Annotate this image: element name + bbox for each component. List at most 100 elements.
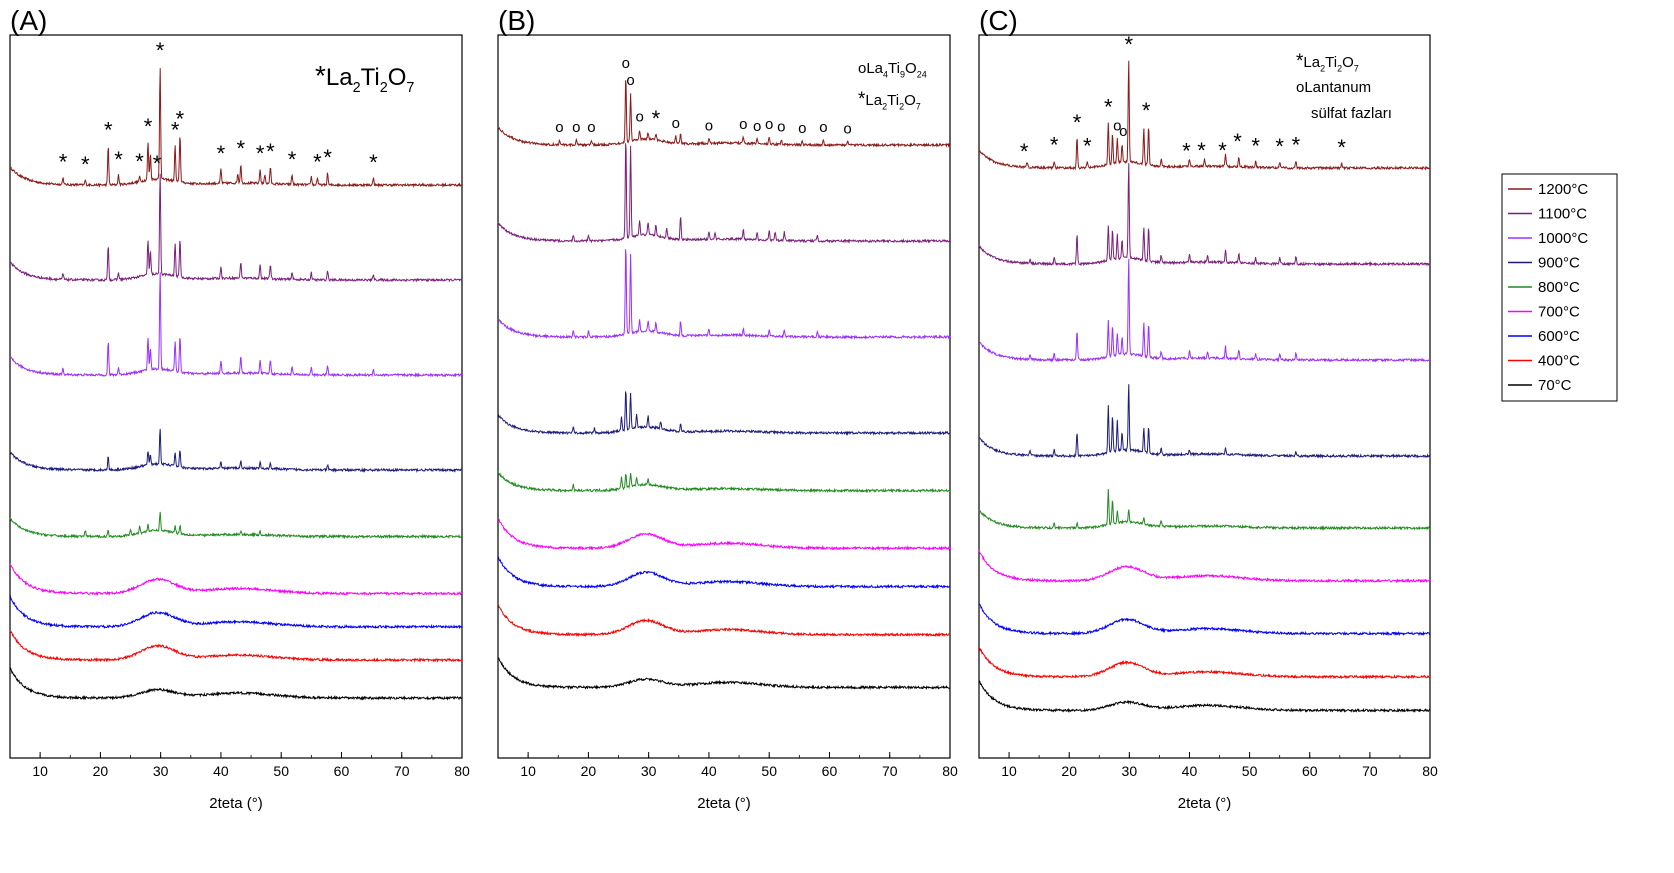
x-tick-label: 20 — [581, 763, 597, 779]
peak-marker: * — [369, 150, 378, 175]
peak-marker: o — [753, 118, 761, 135]
x-axis-title: 2teta (°) — [1178, 795, 1232, 812]
series-line-1000°C — [497, 249, 951, 340]
x-tick-label: 50 — [273, 763, 289, 779]
x-tick-label: 60 — [1302, 763, 1318, 779]
x-tick-label: 80 — [454, 763, 470, 779]
series-line-400°C — [497, 603, 951, 638]
x-tick-label: 60 — [822, 763, 838, 779]
peak-marker: o — [1119, 123, 1127, 140]
x-tick-label: 80 — [1422, 763, 1438, 779]
peak-marker: * — [1020, 139, 1029, 164]
series-line-400°C — [978, 647, 1431, 680]
peak-marker: * — [144, 114, 153, 139]
peak-marker: * — [1197, 138, 1206, 163]
legend-label: 800°C — [1538, 279, 1580, 296]
x-tick-label: 10 — [32, 763, 48, 779]
peak-marker: o — [843, 120, 851, 137]
legend-label: 70°C — [1538, 377, 1572, 394]
legend-label: 700°C — [1538, 304, 1580, 321]
series-line-900°C — [10, 428, 463, 474]
x-tick-label: 30 — [1122, 763, 1138, 779]
peak-marker: * — [153, 151, 162, 176]
peak-marker: * — [1083, 134, 1092, 159]
x-tick-label: 30 — [153, 763, 169, 779]
peak-marker: * — [135, 149, 144, 174]
peak-marker: * — [1233, 129, 1242, 154]
x-tick-label: 70 — [394, 763, 410, 779]
series-line-600°C — [978, 603, 1431, 637]
series-line-800°C — [497, 471, 951, 494]
peak-marker: * — [1218, 138, 1227, 163]
legend-label: 900°C — [1538, 255, 1580, 272]
peak-marker: * — [176, 107, 185, 132]
peak-marker: * — [1182, 138, 1191, 163]
legend-label: 600°C — [1538, 328, 1580, 345]
peak-marker: * — [1124, 32, 1133, 57]
legend-label: 1200°C — [1538, 181, 1588, 198]
series-line-1200°C — [978, 60, 1431, 171]
peak-marker: * — [256, 141, 265, 166]
series-line-600°C — [9, 594, 463, 630]
peak-marker: o — [739, 116, 747, 133]
peak-marker: * — [288, 147, 297, 172]
x-tick-label: 80 — [942, 763, 958, 779]
peak-marker: o — [572, 119, 580, 136]
x-tick-label: 40 — [213, 763, 229, 779]
peak-marker: o — [777, 119, 785, 136]
peak-marker: o — [626, 72, 634, 89]
series-line-700°C — [9, 563, 463, 597]
peak-marker: o — [765, 116, 773, 133]
x-tick-label: 30 — [641, 763, 657, 779]
peak-marker: * — [266, 139, 275, 164]
legend-label: 1000°C — [1538, 230, 1588, 247]
peak-marker: * — [81, 152, 90, 177]
x-tick-label: 10 — [1001, 763, 1017, 779]
x-tick-label: 20 — [93, 763, 109, 779]
series-line-70°C — [9, 667, 463, 701]
legend-label: 400°C — [1538, 353, 1580, 370]
series-line-1000°C — [978, 258, 1431, 363]
peak-marker: o — [819, 119, 827, 136]
series-line-1100°C — [9, 173, 463, 283]
peak-marker: o — [705, 117, 713, 134]
plot-frame — [497, 34, 951, 759]
x-tick-label: 50 — [1242, 763, 1258, 779]
peak-marker: o — [635, 109, 643, 126]
peak-marker: * — [1275, 134, 1284, 159]
phase-label: *La2Ti2O7 — [1296, 51, 1359, 74]
x-axis-title: 2teta (°) — [209, 795, 263, 812]
panel-label: (C) — [979, 5, 1018, 36]
phase-label: *La2Ti2O7 — [315, 60, 414, 96]
peak-marker: o — [672, 115, 680, 132]
series-line-800°C — [978, 488, 1431, 531]
x-tick-label: 70 — [1362, 763, 1378, 779]
x-tick-label: 40 — [1182, 763, 1198, 779]
series-line-1200°C — [497, 80, 951, 148]
phase-label: oLa4Ti9O24 — [858, 60, 927, 80]
series-line-1200°C — [9, 68, 463, 189]
x-tick-label: 10 — [520, 763, 536, 779]
peak-marker: o — [798, 120, 806, 137]
peak-marker: o — [622, 55, 630, 72]
peak-marker: o — [587, 119, 595, 136]
plot-frame — [978, 34, 1431, 759]
panel-label: (A) — [10, 5, 47, 36]
series-line-1000°C — [9, 272, 463, 378]
x-tick-label: 20 — [1061, 763, 1077, 779]
x-tick-label: 60 — [334, 763, 350, 779]
peak-marker: o — [1113, 118, 1121, 135]
x-axis-title: 2teta (°) — [697, 795, 751, 812]
peak-marker: * — [323, 145, 332, 170]
series-line-400°C — [9, 630, 463, 663]
peak-marker: * — [1337, 135, 1346, 160]
phase-label: *La2Ti2O7 — [858, 89, 921, 112]
plot-frame — [9, 34, 463, 759]
x-tick-label: 40 — [701, 763, 717, 779]
x-tick-label: 70 — [882, 763, 898, 779]
peak-marker: * — [1104, 95, 1113, 120]
series-line-600°C — [497, 556, 951, 590]
